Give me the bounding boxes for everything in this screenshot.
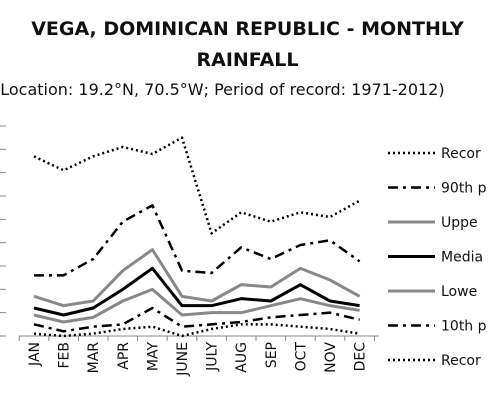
x-tick-label: NOV bbox=[323, 342, 339, 373]
series-line-6 bbox=[33, 306, 360, 333]
x-axis: JAN FEB MAR APR MAY JUNE JULY AUG SEP OCT NOV DEC bbox=[18, 335, 379, 377]
series-line-5 bbox=[33, 287, 360, 324]
x-tick-label: APR bbox=[116, 342, 132, 370]
x-tick-label: OCT bbox=[293, 342, 309, 372]
x-tick-label: JUNE bbox=[175, 342, 191, 377]
series-line-1 bbox=[33, 136, 361, 235]
x-tick-label: JAN bbox=[27, 342, 43, 367]
legend: Recor 90th p Uppe Media Lowe 10th p Recor bbox=[388, 146, 487, 369]
legend-label: Uppe bbox=[441, 215, 478, 231]
legend-label: Media bbox=[441, 250, 483, 266]
x-tick-label: DEC bbox=[353, 342, 369, 372]
series-lines bbox=[33, 136, 361, 338]
chart-subtitle: (Location: 19.2°N, 70.5°W; Period of rec… bbox=[0, 80, 445, 99]
chart-title-line-1: VEGA, DOMINICAN REPUBLIC - MONTHLY bbox=[31, 18, 464, 40]
legend-label: 10th p bbox=[441, 319, 487, 335]
series-line-2 bbox=[34, 204, 361, 277]
legend-label: 90th p bbox=[441, 181, 487, 197]
x-tick-label: SEP bbox=[264, 342, 280, 368]
legend-label: Recor bbox=[441, 146, 481, 162]
chart-title-line-2: RAINFALL bbox=[196, 49, 299, 71]
legend-label: Lowe bbox=[441, 284, 477, 300]
y-axis-ticks bbox=[0, 125, 6, 337]
series-line-3 bbox=[33, 248, 361, 308]
x-tick-label: MAY bbox=[145, 342, 161, 372]
x-tick-label: MAR bbox=[86, 342, 102, 374]
x-tick-label: FEB bbox=[57, 342, 73, 369]
series-line-4 bbox=[33, 266, 360, 317]
x-tick-label: AUG bbox=[234, 342, 250, 373]
x-tick-label: JULY bbox=[205, 342, 221, 372]
series-line-7 bbox=[33, 323, 360, 338]
legend-label: Recor bbox=[441, 353, 481, 369]
